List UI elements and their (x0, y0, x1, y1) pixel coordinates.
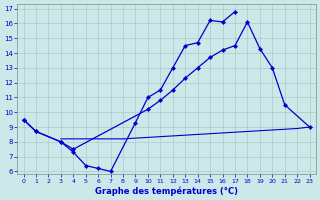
X-axis label: Graphe des températures (°C): Graphe des températures (°C) (95, 186, 238, 196)
